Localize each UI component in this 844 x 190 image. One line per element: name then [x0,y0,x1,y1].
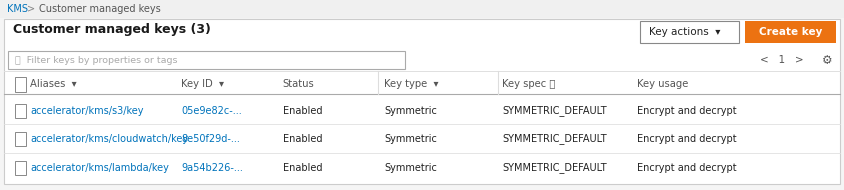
Text: SYMMETRIC_DEFAULT: SYMMETRIC_DEFAULT [502,105,607,116]
Text: Encrypt and decrypt: Encrypt and decrypt [637,163,737,173]
Text: >: > [27,4,35,14]
Text: Key usage: Key usage [637,79,689,89]
Text: Enabled: Enabled [283,134,322,144]
Text: Customer managed keys: Customer managed keys [39,4,160,14]
Text: 8e50f29d-...: 8e50f29d-... [181,134,241,144]
Text: Customer managed keys (3): Customer managed keys (3) [13,23,210,36]
Text: KMS: KMS [7,4,28,14]
Text: 9a54b226-...: 9a54b226-... [181,163,243,173]
Text: accelerator/kms/lambda/key: accelerator/kms/lambda/key [30,163,170,173]
FancyBboxPatch shape [640,21,739,43]
Text: Enabled: Enabled [283,163,322,173]
Bar [15,77,26,92]
Text: accelerator/kms/cloudwatch/key: accelerator/kms/cloudwatch/key [30,134,188,144]
Bar [15,132,26,146]
Text: Key type  ▾: Key type ▾ [384,79,439,89]
Text: Key ID  ▾: Key ID ▾ [181,79,225,89]
Text: Enabled: Enabled [283,106,322,116]
Text: Status: Status [283,79,315,89]
Text: SYMMETRIC_DEFAULT: SYMMETRIC_DEFAULT [502,162,607,173]
Bar [15,104,26,118]
Text: accelerator/kms/s3/key: accelerator/kms/s3/key [30,106,143,116]
FancyBboxPatch shape [8,51,405,69]
Text: Create key: Create key [759,27,823,37]
Bar [0,0,844,18]
Bar [15,161,26,175]
Text: Encrypt and decrypt: Encrypt and decrypt [637,106,737,116]
Text: Symmetric: Symmetric [384,134,437,144]
Text: <   1   >: < 1 > [760,55,803,65]
Text: Symmetric: Symmetric [384,106,437,116]
FancyBboxPatch shape [4,19,840,184]
Text: Key actions  ▾: Key actions ▾ [649,27,721,37]
Text: Aliases  ▾: Aliases ▾ [30,79,77,89]
FancyBboxPatch shape [745,21,836,43]
Text: Symmetric: Symmetric [384,163,437,173]
Text: Key spec ⓘ: Key spec ⓘ [502,79,555,89]
Text: 05e9e82c-...: 05e9e82c-... [181,106,242,116]
Text: ⚙: ⚙ [822,54,832,67]
Text: SYMMETRIC_DEFAULT: SYMMETRIC_DEFAULT [502,133,607,144]
Text: 🔍  Filter keys by properties or tags: 🔍 Filter keys by properties or tags [15,56,178,65]
Text: Encrypt and decrypt: Encrypt and decrypt [637,134,737,144]
